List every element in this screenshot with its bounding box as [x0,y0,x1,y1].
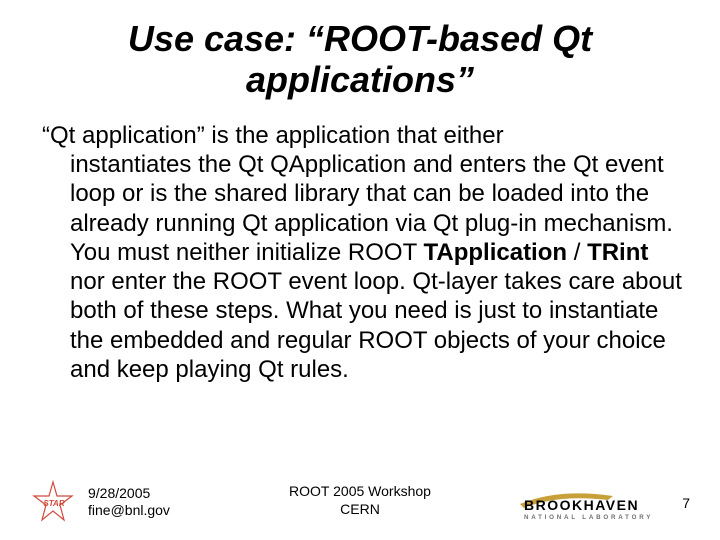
body-paragraph: “Qt application” is the application that… [32,121,688,384]
slide-title: Use case: “ROOT-based Qt applications” [32,18,688,101]
brookhaven-text-top: BROOKHAVEN [524,497,639,513]
brookhaven-logo-icon: BROOKHAVEN NATIONAL LABORATORY [518,486,668,520]
footer: STAR 9/28/2005 fine@bnl.gov ROOT 2005 Wo… [0,464,720,524]
body-rest: instantiates the Qt QApplication and ent… [42,150,688,384]
brookhaven-text-bottom: NATIONAL LABORATORY [524,514,653,520]
page-number: 7 [682,495,690,511]
slide: Use case: “ROOT-based Qt applications” “… [0,0,720,540]
footer-right: BROOKHAVEN NATIONAL LABORATORY 7 [518,486,690,520]
body-lead: “Qt application” is the application that… [42,122,504,149]
